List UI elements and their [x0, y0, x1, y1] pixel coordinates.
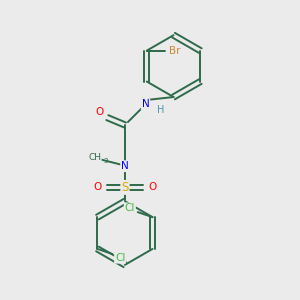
Text: Cl: Cl — [125, 203, 135, 213]
Text: O: O — [95, 107, 103, 117]
Text: H: H — [157, 105, 165, 115]
Text: Br: Br — [169, 46, 180, 56]
Text: Cl: Cl — [115, 253, 125, 263]
Text: O: O — [94, 182, 102, 192]
Text: 3: 3 — [103, 158, 107, 164]
Text: N: N — [142, 99, 149, 110]
Text: O: O — [148, 182, 156, 192]
Text: CH: CH — [88, 153, 101, 162]
Text: S: S — [121, 181, 129, 194]
Text: N: N — [121, 161, 129, 171]
